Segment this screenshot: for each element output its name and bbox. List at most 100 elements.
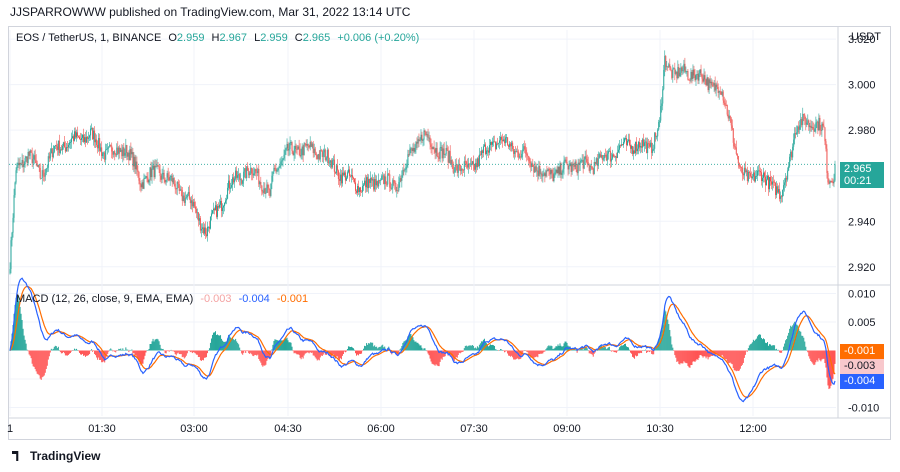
macd-histogram-bar xyxy=(673,350,675,351)
macd-histogram-bar xyxy=(379,346,381,351)
macd-histogram-bar xyxy=(134,350,136,357)
macd-histogram-bar xyxy=(351,347,353,351)
macd-histogram-bar xyxy=(752,339,754,351)
macd-histogram-bar xyxy=(508,350,510,356)
macd-histogram-bar xyxy=(573,349,575,351)
candle-body xyxy=(214,205,216,211)
candle-body xyxy=(87,136,89,139)
macd-histogram-bar xyxy=(185,350,187,356)
candle-body xyxy=(42,170,44,176)
macd-histogram-bar xyxy=(14,304,16,351)
macd-histogram-bar xyxy=(356,350,358,356)
macd-histogram-bar xyxy=(173,350,175,352)
candle-body xyxy=(76,132,78,137)
macd-histogram-bar xyxy=(618,347,620,351)
candle-body xyxy=(249,173,251,176)
macd-histogram-bar xyxy=(61,350,63,354)
macd-histogram-bar xyxy=(725,350,727,360)
macd-histogram-bar xyxy=(277,340,279,351)
candle-body xyxy=(824,127,826,142)
candle-body xyxy=(698,73,700,81)
candle-body xyxy=(136,161,138,171)
candle-body xyxy=(755,175,757,177)
candle-body xyxy=(402,169,404,176)
candle-body xyxy=(743,167,745,176)
macd-histogram-bar xyxy=(528,350,530,355)
macd-tick-label: -0.010 xyxy=(848,402,879,414)
macd-histogram-bar xyxy=(655,347,657,351)
price-tick-label: 3.020 xyxy=(848,34,876,46)
macd-histogram-bar xyxy=(303,350,305,356)
candle-body xyxy=(368,179,370,189)
macd-histogram-bar xyxy=(502,350,504,351)
macd-histogram-bar xyxy=(454,350,456,359)
candle-body xyxy=(425,131,427,136)
candle-body xyxy=(73,131,75,141)
candle-body xyxy=(666,66,668,68)
macd-histogram-bar xyxy=(171,350,173,352)
macd-histogram-bar xyxy=(232,337,234,351)
macd-histogram-bar xyxy=(487,346,489,351)
candle-body xyxy=(651,142,653,153)
macd-histogram-bar xyxy=(308,350,310,354)
macd-histogram-bar xyxy=(306,350,308,353)
macd-histogram-bar xyxy=(635,350,637,356)
macd-histogram-bar xyxy=(406,339,408,351)
macd-histogram-bar xyxy=(474,347,476,351)
candle-body xyxy=(108,146,110,148)
symbol-label[interactable]: EOS / TetherUS, 1, BINANCE xyxy=(16,32,162,44)
candle-body xyxy=(57,140,59,150)
candle-body xyxy=(326,149,328,158)
candle-body xyxy=(775,182,777,196)
candle-body xyxy=(185,197,187,199)
candle-body xyxy=(557,166,559,174)
candle-body xyxy=(426,134,428,136)
candle-body xyxy=(461,168,463,171)
candle-body xyxy=(322,152,324,157)
macd-histogram-bar xyxy=(344,350,346,353)
macd-histogram-bar xyxy=(748,345,750,351)
candle-body xyxy=(372,179,374,181)
macd-histogram-bar xyxy=(86,350,88,356)
candle-body xyxy=(627,139,629,141)
candle-body xyxy=(528,156,530,162)
candle-body xyxy=(264,188,266,194)
macd-histogram-bar xyxy=(792,325,794,351)
candle-body xyxy=(531,163,533,167)
candle-body xyxy=(424,130,426,132)
brand-logo[interactable]: TradingView xyxy=(12,449,100,463)
macd-histogram-bar xyxy=(789,328,791,351)
candle-body xyxy=(369,179,371,183)
macd-histogram-bar xyxy=(273,340,275,351)
macd-histogram-bar xyxy=(150,344,152,351)
macd-histogram-bar xyxy=(790,325,792,351)
macd-histogram-bar xyxy=(375,346,377,351)
candle-body xyxy=(506,137,508,139)
macd-histogram-bar xyxy=(519,350,521,360)
macd-title[interactable]: MACD (12, 26, close, 9, EMA, EMA) xyxy=(16,293,194,305)
candle-body xyxy=(218,206,220,208)
candle-body xyxy=(194,206,196,209)
macd-histogram-bar xyxy=(292,350,294,352)
macd-histogram-bar xyxy=(656,345,658,351)
candle-body xyxy=(18,162,20,166)
macd-histogram-bar xyxy=(550,345,552,351)
macd-histogram-bar xyxy=(419,345,421,351)
macd-histogram-bar xyxy=(632,350,634,357)
macd-histogram-bar xyxy=(764,342,766,351)
candle-body xyxy=(450,159,452,164)
candle-body xyxy=(576,169,578,174)
candle-body xyxy=(620,144,622,146)
macd-histogram-bar xyxy=(40,350,42,380)
macd-histogram-bar xyxy=(327,350,329,355)
macd-histogram-bar xyxy=(443,350,445,357)
candle-body xyxy=(661,103,663,106)
macd-histogram-bar xyxy=(525,350,527,351)
candle-body xyxy=(263,188,265,193)
macd-histogram-bar xyxy=(143,350,145,360)
macd-histogram-bar xyxy=(120,348,122,351)
macd-histogram-bar xyxy=(605,349,607,351)
macd-histogram-bar xyxy=(486,344,488,351)
macd-histogram-bar xyxy=(553,348,555,351)
